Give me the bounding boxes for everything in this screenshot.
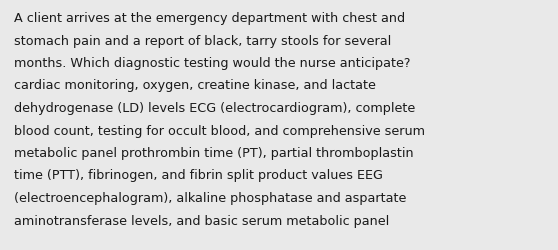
Text: metabolic panel prothrombin time (PT), partial thromboplastin: metabolic panel prothrombin time (PT), p…: [14, 146, 413, 159]
Text: stomach pain and a report of black, tarry stools for several: stomach pain and a report of black, tarr…: [14, 34, 391, 47]
Text: cardiac monitoring, oxygen, creatine kinase, and lactate: cardiac monitoring, oxygen, creatine kin…: [14, 79, 376, 92]
Text: months. Which diagnostic testing would the nurse anticipate?: months. Which diagnostic testing would t…: [14, 57, 411, 70]
Text: (electroencephalogram), alkaline phosphatase and aspartate: (electroencephalogram), alkaline phospha…: [14, 191, 406, 204]
Text: aminotransferase levels, and basic serum metabolic panel: aminotransferase levels, and basic serum…: [14, 214, 389, 226]
Text: A client arrives at the emergency department with chest and: A client arrives at the emergency depart…: [14, 12, 405, 25]
Text: time (PTT), fibrinogen, and fibrin split product values EEG: time (PTT), fibrinogen, and fibrin split…: [14, 169, 383, 182]
Text: blood count, testing for occult blood, and comprehensive serum: blood count, testing for occult blood, a…: [14, 124, 425, 137]
Text: dehydrogenase (LD) levels ECG (electrocardiogram), complete: dehydrogenase (LD) levels ECG (electroca…: [14, 102, 415, 114]
